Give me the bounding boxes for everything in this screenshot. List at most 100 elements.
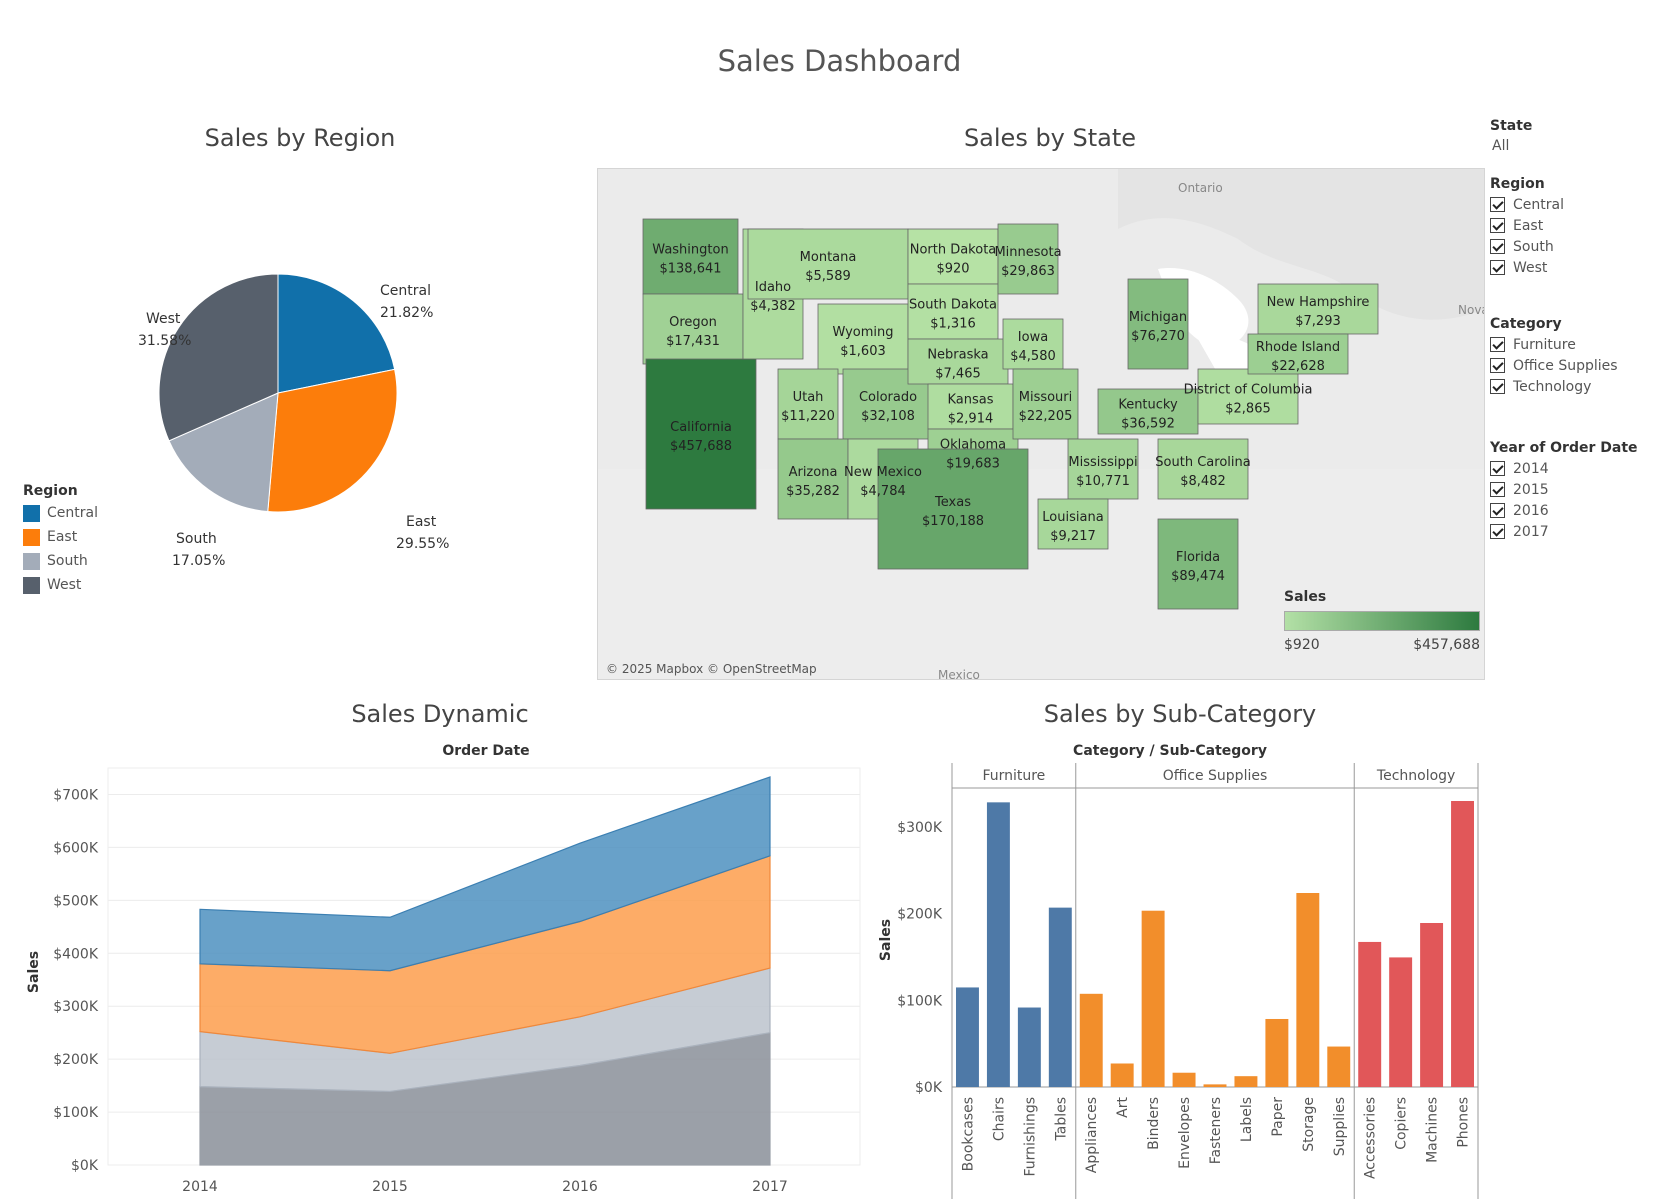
state-shape-nebraska[interactable]: [907, 338, 1009, 385]
legend-item-west[interactable]: West: [23, 573, 98, 597]
region-filter-list: Central East South West: [1490, 194, 1675, 278]
region-filter-east[interactable]: East: [1490, 215, 1675, 236]
state-shape-arizona[interactable]: [777, 438, 849, 520]
category-filter-office-supplies[interactable]: Office Supplies: [1490, 355, 1675, 376]
state-map[interactable]: Ontario Nova Mexico Washington $138,641 Or…: [597, 168, 1485, 680]
bar-x-tick-label: Supplies: [1332, 1097, 1348, 1156]
state-value-minnesota: $29,863: [1001, 264, 1055, 279]
state-shape-michigan[interactable]: [1127, 278, 1189, 370]
state-shape-louisiana[interactable]: [1037, 498, 1109, 550]
state-value-oregon: $17,431: [666, 334, 720, 349]
state-value-louisiana: $9,217: [1050, 529, 1096, 544]
legend-item-east[interactable]: East: [23, 525, 98, 549]
legend-item-central[interactable]: Central: [23, 501, 98, 525]
bar-accessories[interactable]: [1358, 941, 1382, 1087]
state-shape-south-dakota[interactable]: [907, 283, 999, 340]
region-filter-south[interactable]: South: [1490, 236, 1675, 257]
bar-art[interactable]: [1110, 1063, 1134, 1087]
state-value-north-dakota: $920: [936, 262, 969, 277]
pie-slice-south[interactable]: [168, 392, 279, 513]
bar-storage[interactable]: [1296, 893, 1320, 1087]
state-shape-oregon[interactable]: [642, 293, 744, 365]
state-shape-south-carolina[interactable]: [1157, 438, 1249, 500]
checkbox-icon[interactable]: [1490, 197, 1505, 212]
bar-binders[interactable]: [1141, 910, 1165, 1087]
checkbox-icon[interactable]: [1490, 379, 1505, 394]
state-shape-mississippi[interactable]: [1067, 438, 1139, 500]
bar-category-header: Technology: [1376, 768, 1455, 784]
state-label-florida: Florida: [1176, 550, 1220, 565]
category-filter-furniture[interactable]: Furniture: [1490, 334, 1675, 355]
filters-panel: State All Region Central East South West…: [1490, 118, 1675, 542]
state-shape-wyoming[interactable]: [817, 303, 909, 375]
bar-furnishings[interactable]: [1017, 1007, 1041, 1087]
category-filter-technology[interactable]: Technology: [1490, 376, 1675, 397]
state-shape-california[interactable]: [645, 358, 757, 510]
state-filter-dropdown[interactable]: All: [1492, 138, 1510, 154]
state-shape-texas[interactable]: [877, 448, 1029, 570]
state-shape-rhode-island[interactable]: [1247, 333, 1349, 375]
checkbox-icon[interactable]: [1490, 482, 1505, 497]
year-filter-2014[interactable]: 2014: [1490, 458, 1675, 479]
bar-chairs[interactable]: [986, 802, 1010, 1087]
state-shape-kentucky[interactable]: [1097, 388, 1199, 435]
area-y-tick-label: $400K: [53, 946, 99, 962]
bar-marks: [956, 800, 1474, 1087]
checkbox-icon[interactable]: [1490, 524, 1505, 539]
checkbox-icon[interactable]: [1490, 218, 1505, 233]
bar-bookcases[interactable]: [956, 987, 979, 1087]
bar-machines[interactable]: [1420, 922, 1444, 1087]
pie-slice-central[interactable]: [277, 273, 396, 394]
state-shape-minnesota[interactable]: [997, 223, 1059, 295]
year-filter-2015[interactable]: 2015: [1490, 479, 1675, 500]
bar-appliances[interactable]: [1079, 993, 1103, 1087]
bar-tables[interactable]: [1048, 907, 1072, 1087]
state-label-new-mexico: New Mexico: [844, 465, 922, 480]
checkbox-icon[interactable]: [1490, 461, 1505, 476]
state-shape-missouri[interactable]: [1012, 368, 1079, 440]
legend-label: South: [47, 553, 88, 569]
state-shape-district-of-columbia[interactable]: [1197, 368, 1299, 425]
region-filter-central[interactable]: Central: [1490, 194, 1675, 215]
bar-envelopes[interactable]: [1172, 1072, 1196, 1087]
region-pie-chart[interactable]: Central 21.82% East 29.55% South 17.05% …: [0, 250, 560, 590]
checkbox-icon[interactable]: [1490, 337, 1505, 352]
checkbox-icon[interactable]: [1490, 260, 1505, 275]
legend-item-south[interactable]: South: [23, 549, 98, 573]
bar-fasteners[interactable]: [1203, 1084, 1227, 1087]
state-shape-utah[interactable]: [777, 368, 839, 440]
pie-slice-west[interactable]: [158, 273, 279, 442]
pie-slice-east[interactable]: [267, 368, 398, 513]
area-layer-central[interactable]: [199, 776, 771, 972]
year-filter-2016[interactable]: 2016: [1490, 500, 1675, 521]
area-y-tick-label: $600K: [53, 840, 99, 856]
state-value-new-hampshire: $7,293: [1295, 314, 1341, 329]
bar-phones[interactable]: [1451, 800, 1474, 1087]
bar-paper[interactable]: [1265, 1018, 1289, 1087]
state-shape-kansas[interactable]: [927, 383, 1014, 430]
bar-supplies[interactable]: [1327, 1046, 1351, 1087]
state-shape-new-hampshire[interactable]: [1257, 283, 1379, 335]
legend-label: West: [47, 577, 82, 593]
year-filter-2017[interactable]: 2017: [1490, 521, 1675, 542]
checkbox-icon[interactable]: [1490, 358, 1505, 373]
state-shape-florida[interactable]: [1157, 518, 1239, 610]
state-label-mississippi: Mississippi: [1068, 455, 1137, 470]
bar-copiers[interactable]: [1389, 957, 1413, 1087]
map-canvas[interactable]: Ontario Nova Mexico Washington $138,641 Or…: [598, 169, 1484, 679]
bar-x-tick-label: Art: [1115, 1096, 1131, 1117]
checkbox-icon[interactable]: [1490, 239, 1505, 254]
map-legend-max: $457,688: [1413, 637, 1480, 653]
category-filter-label: Category: [1490, 316, 1562, 332]
state-value-oklahoma: $19,683: [946, 457, 1000, 472]
state-shape-iowa[interactable]: [1002, 318, 1064, 370]
bar-x-tick-label: Tables: [1053, 1097, 1069, 1142]
sales-subcategory-bar-chart[interactable]: Category / Sub-Category Sales Furniture O…: [860, 740, 1500, 1199]
state-shape-north-dakota[interactable]: [907, 228, 999, 285]
bar-labels[interactable]: [1234, 1076, 1258, 1087]
sales-dynamic-area-chart[interactable]: Order Date Sales $0K $100K $200K $300K $400K…: [0, 740, 880, 1199]
region-filter-west[interactable]: West: [1490, 257, 1675, 278]
checkbox-icon[interactable]: [1490, 503, 1505, 518]
state-labels: Washington $138,641 Oregon $17,431 Californi…: [652, 243, 1369, 585]
state-shape-washington[interactable]: [642, 218, 739, 295]
